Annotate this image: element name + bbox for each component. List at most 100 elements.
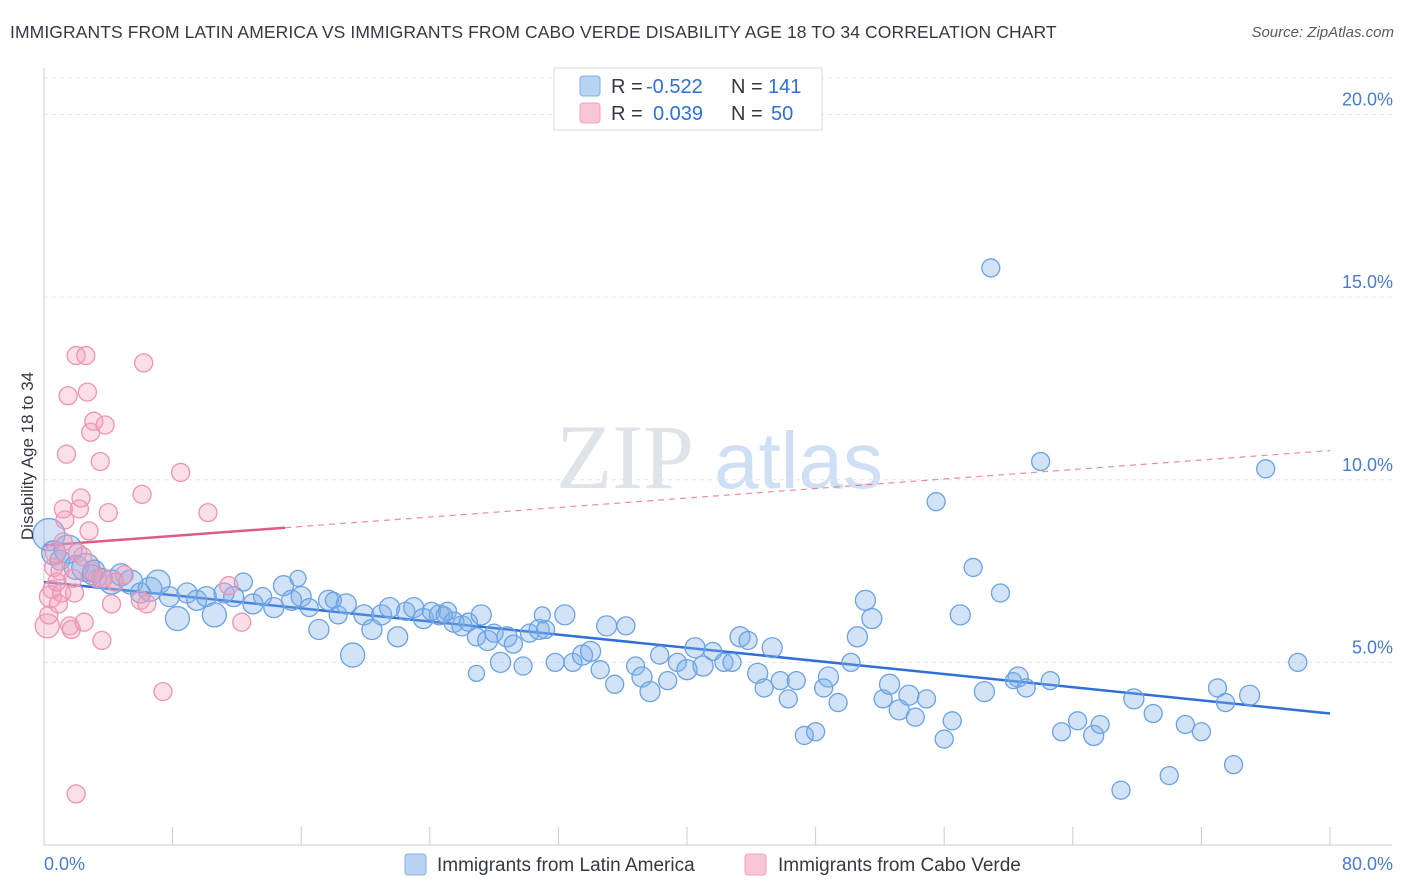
point-latin-america: [841, 652, 861, 673]
point-cabo-verde: [132, 484, 152, 505]
watermark-atlas: atlas: [714, 416, 883, 505]
point-latin-america: [990, 583, 1011, 603]
point-latin-america: [1051, 722, 1072, 742]
series-legend-swatch-latin-america: [404, 853, 427, 876]
legend-n-value-1: 141: [768, 76, 801, 98]
point-cabo-verde: [153, 681, 173, 702]
point-cabo-verde: [92, 630, 112, 651]
point-latin-america: [942, 711, 962, 731]
watermark-zip: ZIP: [556, 406, 694, 508]
point-cabo-verde: [79, 521, 99, 541]
point-latin-america: [233, 572, 253, 592]
point-latin-america: [949, 604, 971, 626]
point-latin-america: [794, 725, 814, 746]
point-latin-america: [1207, 678, 1228, 698]
point-cabo-verde: [134, 353, 154, 373]
point-cabo-verde: [93, 568, 114, 589]
point-cabo-verde: [63, 568, 83, 589]
point-latin-america: [458, 612, 479, 632]
point-latin-america: [1031, 451, 1051, 472]
point-latin-america: [496, 626, 518, 648]
point-latin-america: [289, 569, 307, 588]
point-cabo-verde: [84, 411, 104, 431]
point-latin-america: [934, 729, 954, 749]
trend-line-cabo-verde-dashed: [285, 449, 1331, 529]
y-tick-label-5: 5.0%: [1352, 637, 1393, 657]
point-cabo-verde: [95, 415, 115, 435]
point-latin-america: [513, 656, 533, 676]
point-latin-america: [747, 662, 769, 684]
point-latin-america: [386, 626, 409, 648]
point-latin-america: [926, 492, 946, 512]
y-axis-label: Disability Age 18 to 34: [18, 372, 37, 540]
point-latin-america: [761, 637, 783, 659]
point-latin-america: [370, 604, 393, 626]
point-latin-america: [754, 678, 774, 698]
data-points: [32, 258, 1308, 804]
y-tick-label-15: 15.0%: [1342, 272, 1393, 292]
point-latin-america: [722, 652, 742, 673]
point-latin-america: [805, 722, 826, 742]
point-latin-america: [317, 589, 340, 611]
point-latin-america: [535, 619, 556, 640]
legend-n-label-2: N =: [731, 103, 763, 125]
point-cabo-verde: [90, 451, 110, 472]
point-latin-america: [299, 597, 319, 618]
correlation-legend: R = -0.522 N = 141 R = 0.039 N = 50: [553, 67, 823, 131]
axes: [43, 68, 1392, 846]
point-latin-america: [1143, 703, 1163, 724]
point-latin-america: [1123, 688, 1145, 710]
point-latin-america: [242, 593, 264, 615]
point-latin-america: [813, 678, 834, 698]
point-latin-america: [339, 642, 366, 668]
point-cabo-verde: [170, 462, 191, 483]
point-latin-america: [1288, 652, 1308, 673]
legend-n-value-2: 50: [771, 103, 793, 125]
point-latin-america: [770, 670, 790, 691]
point-latin-america: [263, 596, 285, 619]
point-latin-america: [470, 604, 492, 626]
point-latin-america: [878, 673, 901, 695]
series-legend-swatch-cabo-verde: [744, 853, 767, 876]
point-latin-america: [554, 604, 576, 626]
point-latin-america: [981, 258, 1001, 278]
point-latin-america: [308, 618, 330, 641]
y-tick-label-20: 20.0%: [1342, 90, 1393, 110]
chart-title: IMMIGRANTS FROM LATIN AMERICA VS IMMIGRA…: [10, 22, 1057, 42]
point-latin-america: [639, 680, 661, 703]
point-latin-america: [650, 645, 670, 665]
trend-line-cabo-verde-solid: [43, 526, 286, 547]
point-latin-america: [905, 707, 925, 727]
point-latin-america: [378, 596, 401, 619]
point-latin-america: [658, 670, 678, 691]
point-latin-america: [223, 585, 245, 608]
point-latin-america: [528, 618, 550, 641]
point-latin-america: [861, 607, 883, 630]
legend-r-label-2: R =: [611, 103, 643, 125]
point-latin-america: [854, 589, 877, 611]
point-latin-america: [738, 630, 758, 651]
point-latin-america: [898, 684, 920, 706]
point-latin-america: [595, 615, 618, 637]
point-latin-america: [489, 651, 512, 674]
point-latin-america: [1111, 780, 1131, 800]
point-latin-america: [1223, 754, 1244, 775]
point-cabo-verde: [58, 386, 78, 406]
point-latin-america: [605, 674, 625, 694]
point-latin-america: [164, 605, 191, 632]
legend-r-value-1: -0.522: [646, 76, 703, 98]
point-cabo-verde: [66, 784, 86, 804]
point-latin-america: [252, 586, 273, 607]
legend-swatch-latin-america: [579, 75, 601, 97]
point-cabo-verde: [77, 382, 98, 402]
source-label: Source: ZipAtlas.com: [1251, 24, 1394, 41]
watermark: ZIP atlas: [556, 406, 883, 508]
point-cabo-verde: [114, 565, 135, 585]
point-latin-america: [1004, 671, 1022, 690]
point-latin-america: [545, 652, 565, 673]
point-latin-america: [817, 666, 840, 688]
point-cabo-verde: [53, 532, 73, 552]
point-cabo-verde: [198, 502, 218, 523]
point-latin-america: [1256, 459, 1276, 479]
